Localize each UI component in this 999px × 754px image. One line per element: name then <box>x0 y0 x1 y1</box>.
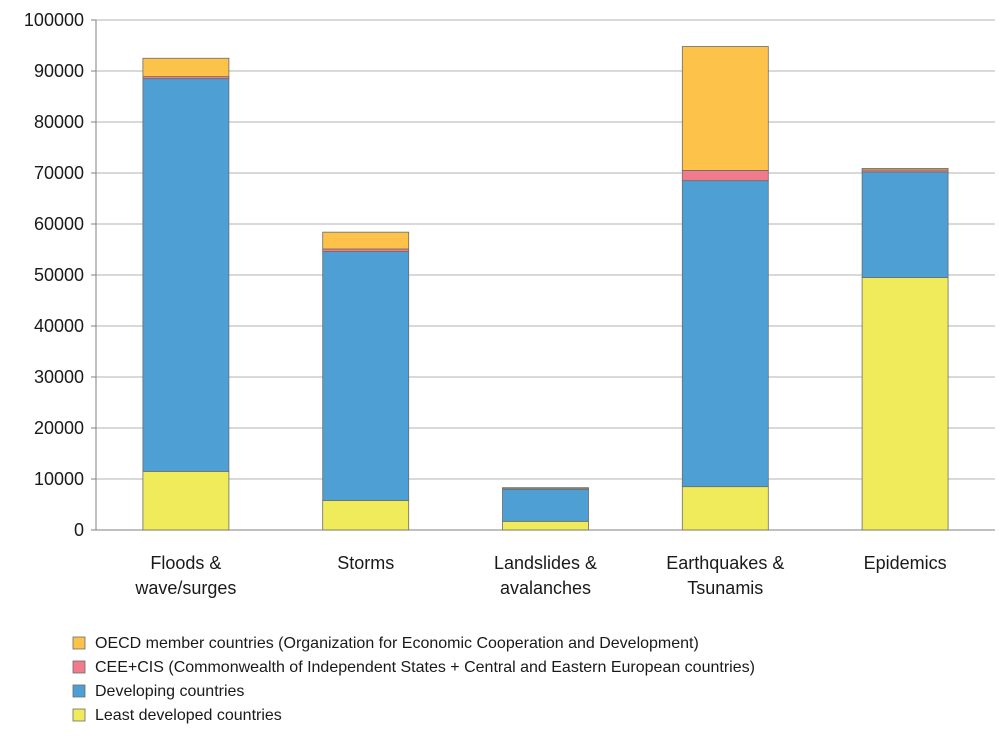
category-label: Tsunamis <box>687 578 763 598</box>
y-tick-label: 40000 <box>34 316 84 336</box>
category-label: Storms <box>337 553 394 573</box>
category-label: avalanches <box>500 578 591 598</box>
category-label: wave/surges <box>134 578 236 598</box>
category-label: Floods & <box>150 553 221 573</box>
bar-segment <box>322 231 410 250</box>
bar-segment <box>322 500 410 531</box>
y-tick-labels: 0 10000 20000 30000 40000 50000 60000 70000 8000… <box>24 10 84 540</box>
category-label: Earthquakes & <box>666 553 784 573</box>
y-tick-label: 0 <box>74 520 84 540</box>
bar-segment <box>681 170 769 182</box>
legend-swatch <box>72 636 86 650</box>
y-tick-label: 70000 <box>34 163 84 183</box>
y-tick-label: 50000 <box>34 265 84 285</box>
bar-segment <box>502 488 589 522</box>
bar-segment <box>861 277 949 531</box>
legend-label: CEE+CIS (Commonwealth of Independent Sta… <box>95 659 755 676</box>
bar-segment <box>142 57 230 78</box>
bar-segment <box>861 168 949 171</box>
legend-label: Developing countries <box>95 683 244 700</box>
legend-swatch <box>72 660 86 674</box>
y-tick-label: 90000 <box>34 61 84 81</box>
bar-segment <box>681 180 769 488</box>
y-tick-label: 80000 <box>34 112 84 132</box>
bar-segment <box>142 78 230 472</box>
y-tick-label: 10000 <box>34 469 84 489</box>
category-label: Landslides & <box>494 553 597 573</box>
bars <box>142 46 949 531</box>
legend-label: OECD member countries (Organization for … <box>95 635 699 652</box>
bar-segment <box>502 520 589 531</box>
legend: OECD member countries (Organization for … <box>72 635 755 724</box>
y-tick-label: 100000 <box>24 10 84 30</box>
category-labels: Floods & wave/surges Storms Landslides & ava… <box>134 553 946 598</box>
bar-segment <box>142 470 230 531</box>
y-tick-label: 20000 <box>34 418 84 438</box>
legend-swatch <box>72 684 86 698</box>
bar-segment <box>681 46 769 171</box>
y-tick-label: 30000 <box>34 367 84 387</box>
category-label: Epidemics <box>864 553 947 573</box>
y-tick-label: 60000 <box>34 214 84 234</box>
bar-segment <box>861 171 949 278</box>
bar-segment <box>322 251 410 501</box>
gridlines <box>96 19 995 531</box>
legend-swatch <box>72 708 86 722</box>
bar-segment <box>502 487 589 490</box>
legend-label: Least developed countries <box>95 707 282 724</box>
bar-segment <box>681 486 769 531</box>
